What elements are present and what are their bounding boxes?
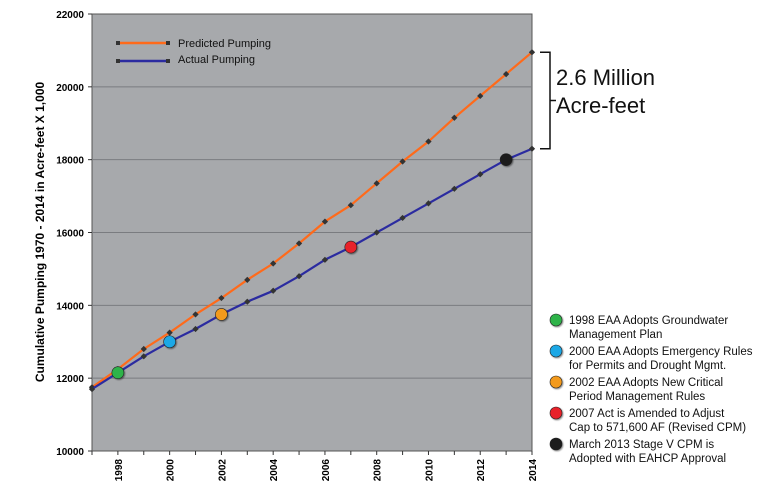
legend-predicted-marker-right [166,41,170,45]
event-legend-label: for Permits and Drought Mgmt. [569,360,726,372]
y-tick-label: 22000 [56,10,84,21]
y-tick-label: 12000 [56,374,84,385]
data-point [321,256,329,263]
x-tick-label: 2006 [321,459,332,482]
x-tick-label: 2010 [424,459,435,482]
x-tick-label: 2002 [217,459,228,482]
y-tick-label: 14000 [56,301,84,312]
event-legend-label: 2007 Act is Amended to Adjust [569,408,725,420]
data-point [270,260,277,267]
y-tick-label: 18000 [56,156,84,167]
difference-annotation-line2: Acre-feet [556,93,645,118]
x-tick-label: 1998 [114,459,125,482]
difference-annotation-line1: 2.6 Million [556,65,655,90]
legend-actual-marker-left [116,59,120,63]
x-tick-label: 2014 [528,459,539,482]
event-marker [499,153,513,166]
legend-predicted-label: Predicted Pumping [178,38,271,50]
x-axis: 1998 2000 2002 2004 2006 2008 2010 2012 2014 [91,451,539,482]
legend-actual-label: Actual Pumping [178,54,255,66]
event-legend-label: Adopted with EAHCP Approval [569,453,726,465]
event-legend-label: Management Plan [569,329,662,341]
event-legend-marker [549,375,563,389]
event-legend-marker [549,406,563,420]
event-marker [344,240,358,254]
gridlines [92,86,532,379]
x-tick-label: 2008 [373,459,384,482]
event-marker [163,335,176,349]
data-point [166,329,173,336]
y-axis: 10000 12000 14000 16000 18000 20000 22000 [56,10,92,458]
event-markers [111,153,513,380]
event-legend-label: Cap to 571,600 AF (Revised CPM) [569,422,746,434]
data-point [295,273,303,280]
x-tick-label: 2000 [166,459,177,482]
event-legend-label: 2002 EAA Adopts New Critical [569,377,723,389]
y-tick-label: 20000 [56,83,84,94]
legend-actual-marker-right [166,59,170,63]
y-tick-label: 10000 [56,447,84,458]
series-line-predicted [91,51,533,389]
event-marker [111,366,125,380]
x-tick-label: 2004 [269,459,280,482]
data-point [270,287,277,294]
events-legend: 1998 EAA Adopts Groundwater Management Pl… [549,313,753,465]
event-legend-marker [549,313,563,327]
difference-bracket [540,51,556,150]
event-legend-label: 2000 EAA Adopts Emergency Rules [569,346,753,358]
event-legend-label: Period Management Rules [569,391,705,403]
event-legend-label: 1998 EAA Adopts Groundwater [569,315,728,327]
legend: Predicted Pumping Actual Pumping [116,38,271,66]
data-point [192,311,199,318]
legend-predicted-marker-left [116,41,120,45]
event-legend-label: March 2013 Stage V CPM is [569,439,714,451]
event-legend-marker [549,437,563,451]
event-legend-marker [549,344,563,358]
y-tick-label: 16000 [56,229,84,240]
event-marker [215,308,228,321]
data-point [192,325,199,333]
y-axis-label: Cumulative Pumping 1970 - 2014 in Acre-f… [33,82,47,383]
x-tick-label: 2012 [476,459,487,482]
